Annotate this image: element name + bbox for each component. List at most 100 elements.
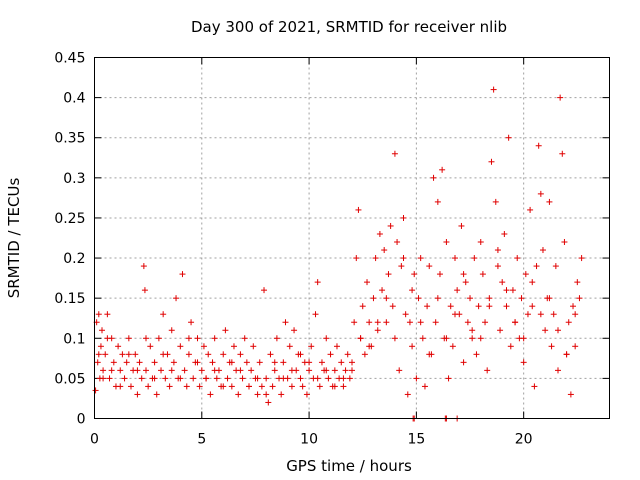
data-point: [424, 303, 431, 310]
data-point: [314, 279, 321, 286]
data-point: [533, 263, 540, 270]
data-point: [340, 383, 347, 390]
data-point: [185, 335, 192, 342]
data-point: [537, 311, 544, 318]
data-point: [576, 295, 583, 302]
data-point: [546, 295, 553, 302]
data-point: [125, 335, 132, 342]
data-point: [94, 359, 101, 366]
data-point: [261, 287, 268, 294]
data-point: [529, 279, 536, 286]
data-point: [308, 343, 315, 350]
data-point: [469, 335, 476, 342]
data-point: [458, 222, 465, 229]
data-point: [222, 327, 229, 334]
data-point: [278, 391, 285, 398]
data-point: [572, 343, 579, 350]
data-point: [443, 335, 450, 342]
data-point: [102, 351, 109, 358]
data-point: [400, 255, 407, 262]
y-tick-label: 0.4: [63, 91, 85, 107]
data-point: [409, 287, 416, 294]
data-point: [394, 239, 401, 246]
data-point: [132, 351, 139, 358]
data-point: [230, 343, 237, 350]
data-point: [228, 383, 235, 390]
data-point: [95, 311, 102, 318]
data-point: [550, 311, 557, 318]
data-point: [198, 367, 205, 374]
data-point: [430, 174, 437, 181]
data-point: [177, 375, 184, 382]
data-point: [181, 367, 188, 374]
data-point: [355, 206, 362, 213]
data-point: [265, 399, 272, 406]
data-point: [108, 367, 115, 374]
data-point: [263, 375, 270, 382]
data-point: [141, 287, 148, 294]
data-point: [432, 319, 439, 326]
data-point: [151, 359, 158, 366]
data-point: [104, 335, 111, 342]
data-point: [426, 351, 433, 358]
data-point: [555, 367, 561, 374]
data-point: [417, 255, 424, 262]
data-point: [419, 335, 426, 342]
data-point: [542, 327, 549, 334]
data-point: [158, 367, 165, 374]
data-point: [273, 335, 280, 342]
data-point: [520, 359, 527, 366]
x-tick-label: 20: [515, 432, 533, 448]
data-point: [267, 351, 274, 358]
data-point: [271, 359, 278, 366]
data-point: [288, 383, 295, 390]
data-point: [237, 367, 244, 374]
data-point: [143, 335, 149, 342]
data-point: [492, 198, 499, 205]
data-point: [303, 391, 310, 398]
data-point: [256, 359, 263, 366]
data-point: [306, 367, 313, 374]
y-tick-label: 0.2: [63, 251, 85, 267]
data-point: [379, 287, 386, 294]
data-point: [467, 295, 474, 302]
grid-lines: [94, 57, 610, 419]
data-point: [119, 351, 126, 358]
data-point: [99, 327, 106, 334]
data-point: [389, 303, 396, 310]
data-point: [344, 351, 351, 358]
data-point: [288, 367, 295, 374]
data-point: [239, 375, 246, 382]
chart-title: Day 300 of 2021, SRMTID for receiver nli…: [191, 18, 507, 36]
data-point: [121, 375, 128, 382]
data-point: [413, 375, 420, 382]
data-point: [100, 375, 107, 382]
y-tick-label: 0.3: [63, 171, 85, 187]
data-point: [479, 271, 486, 278]
data-point: [490, 86, 497, 93]
data-point: [211, 335, 218, 342]
data-point: [477, 239, 484, 246]
data-point: [383, 319, 390, 326]
x-tick-label: 10: [300, 432, 318, 448]
data-point: [396, 367, 403, 374]
data-point: [237, 351, 244, 358]
data-point: [406, 319, 413, 326]
data-point: [415, 295, 422, 302]
data-point: [567, 391, 574, 398]
data-point: [374, 319, 381, 326]
data-point: [205, 351, 212, 358]
data-point: [572, 311, 579, 318]
data-point: [168, 367, 175, 374]
data-point: [449, 343, 456, 350]
data-point: [140, 263, 147, 270]
data-point: [482, 319, 489, 326]
data-point: [484, 367, 491, 374]
x-axis-label: GPS time / hours: [286, 457, 412, 475]
data-point: [353, 255, 360, 262]
data-point: [527, 206, 534, 213]
data-point: [196, 383, 203, 390]
data-point: [460, 271, 467, 278]
data-point: [364, 279, 371, 286]
